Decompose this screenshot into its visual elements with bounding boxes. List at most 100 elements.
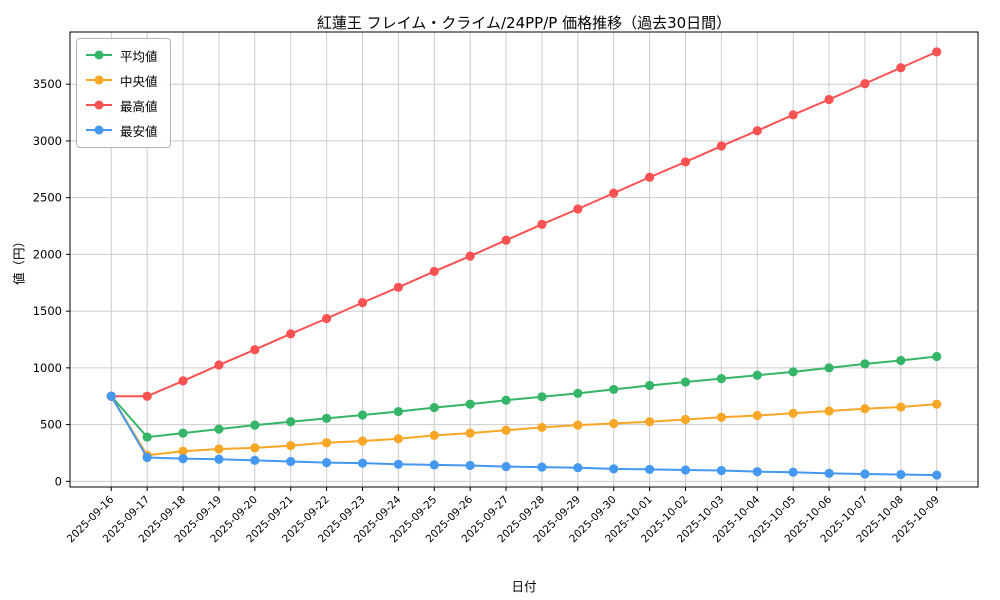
data-point xyxy=(788,110,798,120)
data-point xyxy=(501,395,511,405)
data-point xyxy=(896,469,906,480)
data-point xyxy=(250,420,260,430)
data-point xyxy=(429,402,439,413)
data-point xyxy=(932,47,942,57)
x-axis-label: 日付 xyxy=(511,579,537,594)
plot-border xyxy=(69,31,979,488)
data-point xyxy=(178,376,188,386)
data-point xyxy=(573,204,583,214)
chart-title: 紅蓮王 フレイム・クライム/24PP/P 価格推移（過去30日間） xyxy=(316,14,732,32)
data-point xyxy=(465,428,475,438)
data-point xyxy=(286,329,296,339)
data-point xyxy=(896,402,906,412)
data-point xyxy=(573,388,583,398)
data-point xyxy=(465,460,475,471)
data-point xyxy=(932,351,942,362)
data-point xyxy=(357,458,368,468)
data-point xyxy=(465,399,475,409)
data-point xyxy=(214,424,224,434)
legend-label-max: 最高値 xyxy=(120,99,158,114)
data-point xyxy=(322,438,332,448)
data-point xyxy=(178,454,188,464)
y-tick-label: 1500 xyxy=(33,304,62,318)
data-point xyxy=(537,462,547,472)
data-point xyxy=(752,410,762,421)
data-point xyxy=(645,417,655,427)
data-point xyxy=(250,455,260,465)
data-point xyxy=(824,468,834,478)
legend-label-average: 平均値 xyxy=(120,49,158,64)
data-point xyxy=(393,434,403,444)
data-point xyxy=(932,399,942,409)
series-line xyxy=(111,50,938,398)
data-point xyxy=(357,436,368,446)
data-point xyxy=(429,460,439,470)
data-point xyxy=(501,235,511,245)
data-point xyxy=(824,363,834,373)
y-axis-label: 値（円） xyxy=(11,234,27,286)
data-point xyxy=(106,391,116,401)
data-point xyxy=(142,432,152,442)
y-tick-label: 1000 xyxy=(33,361,62,375)
data-point xyxy=(609,188,619,198)
data-point xyxy=(357,410,368,420)
data-point xyxy=(250,443,260,453)
data-point xyxy=(429,430,439,440)
data-point xyxy=(429,266,439,277)
data-point xyxy=(645,380,655,391)
data-point xyxy=(896,63,906,73)
data-point xyxy=(645,464,655,475)
data-point xyxy=(537,422,547,433)
data-point xyxy=(860,404,870,414)
y-tick-label: 3000 xyxy=(33,134,62,148)
series-line xyxy=(110,355,937,439)
y-tick-label: 3500 xyxy=(33,77,62,91)
legend-item-max: 最高値 xyxy=(86,96,158,115)
data-point xyxy=(357,298,368,308)
legend-marker-max-icon xyxy=(86,96,112,115)
data-point xyxy=(214,444,224,454)
legend-marker-average-icon xyxy=(86,46,112,65)
data-point xyxy=(178,446,188,456)
data-point xyxy=(716,465,726,476)
data-point xyxy=(680,414,691,425)
data-point xyxy=(860,79,870,89)
legend-label-min: 最安値 xyxy=(120,124,158,139)
data-point xyxy=(537,392,547,402)
legend-item-average: 平均値 xyxy=(86,46,158,65)
data-point xyxy=(680,157,691,167)
data-point xyxy=(322,413,332,423)
data-point xyxy=(788,408,798,418)
data-point xyxy=(824,94,834,105)
data-point xyxy=(286,456,296,467)
data-point xyxy=(932,470,942,480)
data-point xyxy=(501,425,511,435)
data-point xyxy=(680,465,691,475)
data-point xyxy=(214,360,224,370)
data-point xyxy=(716,141,726,151)
data-point xyxy=(716,374,726,384)
data-point xyxy=(286,440,296,451)
y-tick-label: 0 xyxy=(55,474,62,488)
data-point xyxy=(752,126,762,136)
data-point xyxy=(609,464,619,474)
data-point xyxy=(178,428,188,438)
data-point xyxy=(286,417,296,427)
data-point xyxy=(573,420,583,430)
data-point xyxy=(788,467,798,477)
data-point xyxy=(393,406,403,417)
y-tick-label: 2500 xyxy=(33,191,62,205)
data-point xyxy=(142,391,152,401)
data-point xyxy=(860,359,870,369)
data-point xyxy=(824,406,834,416)
data-point xyxy=(322,313,332,324)
legend-item-min: 最安値 xyxy=(86,121,158,140)
legend-label-median: 中央値 xyxy=(120,74,158,89)
legend-item-median: 中央値 xyxy=(86,71,158,90)
data-point xyxy=(680,377,691,387)
data-point xyxy=(214,454,224,464)
legend: 平均値 中央値 最高値 最安値 xyxy=(76,38,171,148)
data-point xyxy=(537,219,547,229)
